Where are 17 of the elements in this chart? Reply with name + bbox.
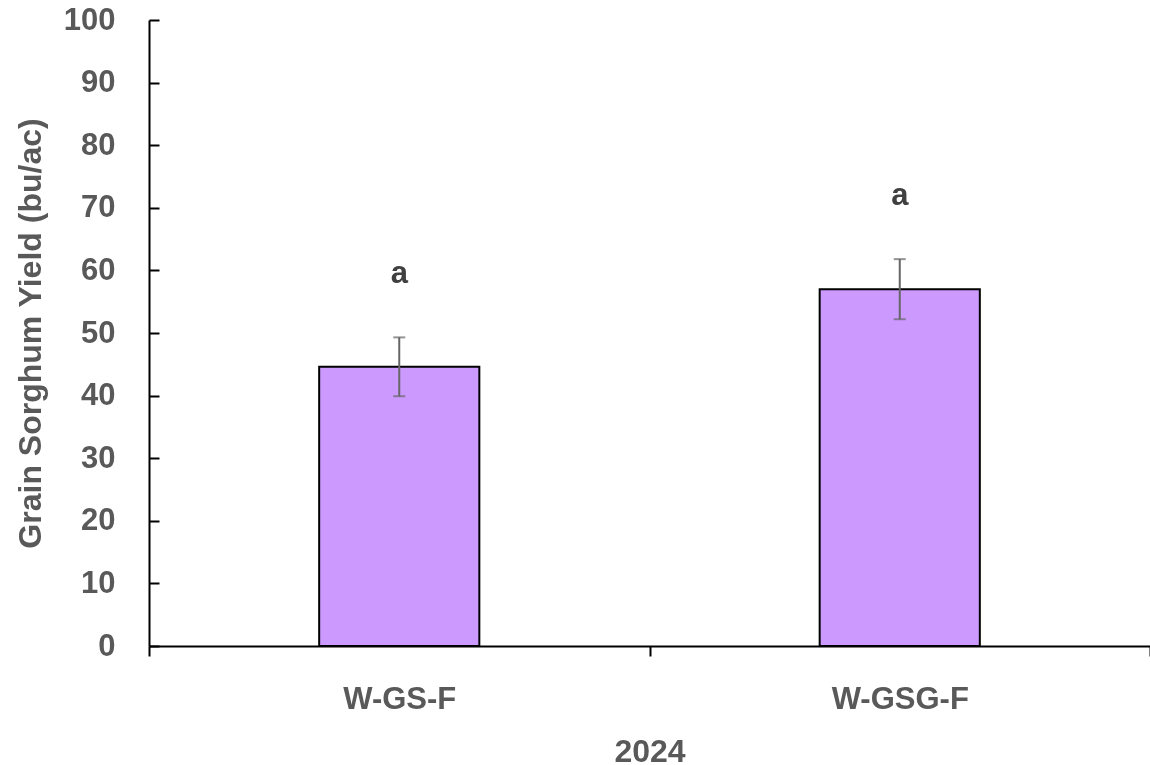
y-tick-label: 10 [81, 564, 116, 600]
x-tick-label: W-GSG-F [831, 680, 969, 716]
y-tick-label: 50 [81, 314, 116, 350]
x-tick-label: W-GS-F [343, 680, 457, 716]
annotation: a [390, 255, 409, 291]
y-axis-title: Grain Sorghum Yield (bu/ac) [11, 118, 48, 549]
annotation: a [891, 177, 910, 213]
y-tick-label: 80 [81, 126, 116, 162]
y-tick-label: 30 [81, 439, 116, 475]
y-tick-label: 100 [63, 1, 116, 37]
y-tick-label: 20 [81, 502, 116, 538]
y-tick-label: 90 [81, 64, 116, 100]
y-tick-label: 60 [81, 251, 116, 287]
x-axis-title: 2024 [614, 732, 686, 765]
y-tick-label: 0 [98, 627, 116, 663]
y-tick-label: 40 [81, 377, 116, 413]
y-tick-label: 70 [81, 189, 116, 225]
